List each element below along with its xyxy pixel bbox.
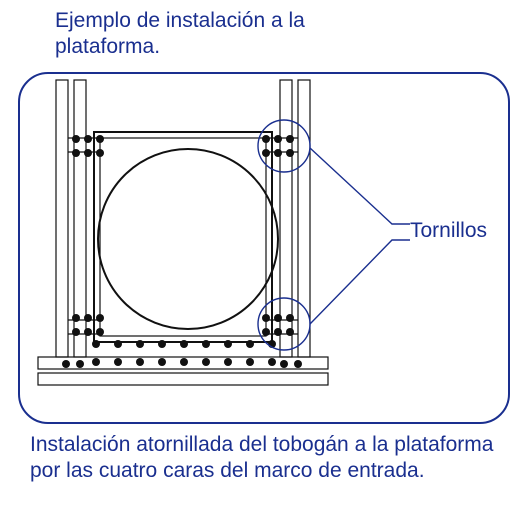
installation-diagram [18,72,506,420]
title-text: Ejemplo de instalación a la plataforma. [55,8,415,61]
callout-label: Tornillos [410,218,487,244]
caption-text: Instalación atornillada del tobogán a la… [30,432,500,485]
